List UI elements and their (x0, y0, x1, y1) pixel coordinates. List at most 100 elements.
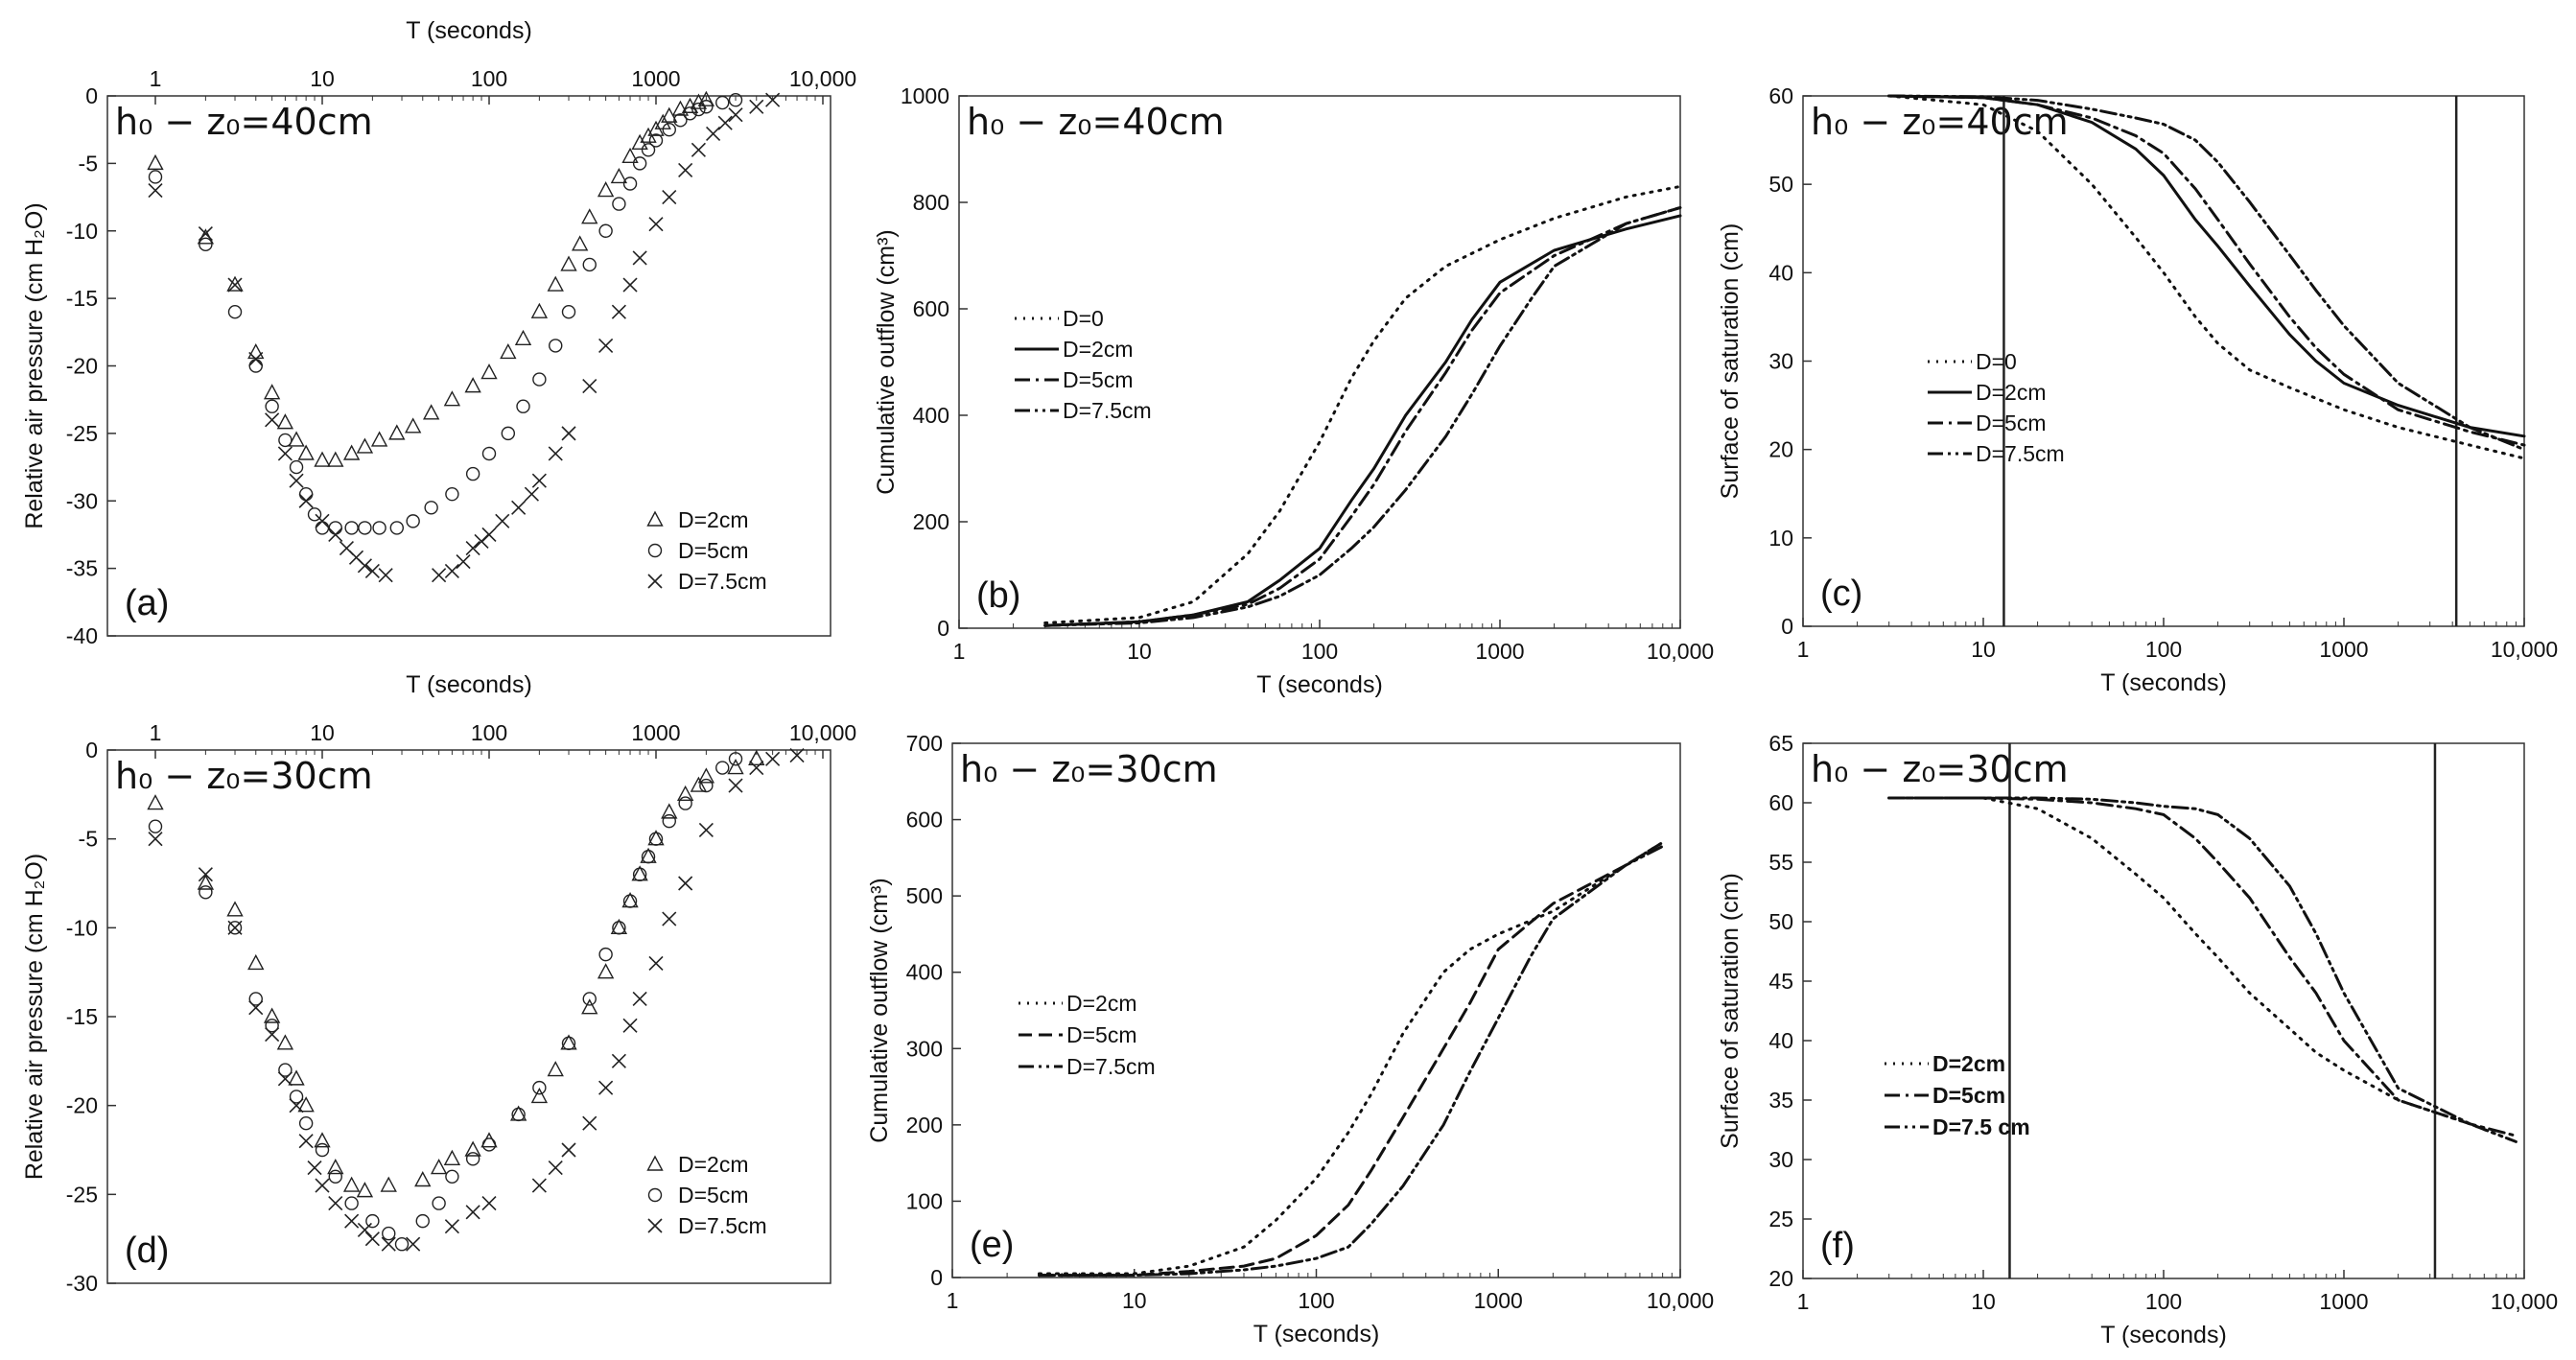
x-tick-label: 100 (1298, 1288, 1334, 1313)
series-line (1043, 206, 1682, 627)
marker-x (357, 558, 372, 574)
marker-circle (699, 778, 714, 793)
marker-x (531, 1178, 547, 1193)
x-axis-label: T (seconds) (406, 671, 532, 698)
y-tick-label: 700 (906, 731, 943, 756)
legend-entry: D=0 (1063, 306, 1104, 331)
x-tick-label: 10 (310, 720, 335, 745)
marker-x (611, 304, 626, 319)
legend-entry: D=7.5cm (678, 1213, 767, 1238)
y-tick-label: 40 (1768, 1028, 1793, 1053)
marker-x (198, 867, 213, 882)
series-line (1038, 840, 1665, 1278)
marker-circle (641, 143, 656, 157)
marker-circle (532, 1080, 547, 1095)
marker-circle (598, 947, 613, 962)
marker-circle (481, 446, 497, 461)
marker-x (277, 1071, 293, 1087)
marker-circle (715, 761, 730, 775)
marker-triangle (646, 510, 664, 527)
marker-x (148, 182, 163, 199)
marker-x (698, 822, 714, 837)
marker-x (406, 1236, 421, 1252)
marker-x (749, 99, 764, 114)
condition-label: h₀ − z₀=40cm (1811, 101, 2069, 143)
series-line (1038, 844, 1665, 1278)
marker-x (307, 1160, 322, 1176)
series-line (1887, 94, 2526, 452)
marker-x (481, 1196, 497, 1211)
marker-triangle (297, 1096, 315, 1113)
x-tick-label: 100 (1301, 639, 1338, 664)
y-tick-label: -10 (66, 915, 98, 940)
marker-x (717, 115, 733, 130)
marker-triangle (697, 90, 715, 106)
legend-entry: D=5cm (1063, 367, 1134, 392)
marker-x (765, 92, 781, 107)
marker-triangle (197, 874, 215, 890)
marker-triangle (380, 1176, 397, 1192)
panel-b: 1 10 100 1000 10,000 T (seconds) 0 200 400 600 800… (873, 83, 1714, 698)
x-tick-label: 1 (1797, 1289, 1810, 1314)
series-line (1887, 94, 2526, 438)
marker-circle (298, 487, 314, 502)
marker-circle (415, 1213, 430, 1229)
marker-circle (465, 466, 480, 481)
marker-circle (445, 1169, 459, 1184)
marker-x (432, 568, 447, 583)
marker-triangle (597, 963, 615, 979)
marker-circle (662, 813, 676, 829)
marker-x (765, 751, 781, 766)
y-tick-label: 50 (1768, 909, 1793, 934)
marker-circle (406, 514, 420, 528)
marker-circle (598, 223, 613, 238)
y-tick-label: 500 (906, 883, 943, 908)
marker-circle (365, 1213, 380, 1229)
y-tick-label: 400 (913, 403, 949, 428)
marker-circle (561, 1036, 576, 1051)
x-tick-label: 10,000 (2491, 637, 2558, 662)
marker-triangle (676, 785, 694, 802)
y-axis-label: Relative air pressure (cm H₂O) (21, 854, 48, 1180)
marker-x (227, 920, 243, 935)
marker-circle (662, 122, 676, 137)
marker-x (647, 574, 663, 589)
marker-x (524, 486, 539, 502)
legend-entry: D=2cm (678, 1152, 749, 1177)
marker-x (582, 1115, 597, 1131)
y-tick-label: 60 (1768, 83, 1793, 108)
x-axis-label: T (seconds) (2100, 669, 2227, 696)
y-tick-label: -40 (66, 623, 98, 648)
marker-circle (678, 796, 692, 810)
marker-x (265, 412, 280, 428)
marker-x (511, 500, 527, 515)
y-tick-label: -35 (66, 556, 98, 581)
marker-x (227, 277, 243, 293)
marker-x (481, 527, 497, 543)
marker-x (248, 1000, 264, 1016)
x-tick-label: 1000 (631, 720, 680, 745)
y-tick-label: 30 (1768, 1147, 1793, 1172)
marker-circle (248, 359, 263, 373)
marker-triangle (327, 1159, 344, 1175)
legend-entry: D=2cm (1066, 991, 1137, 1016)
marker-x (598, 1080, 614, 1095)
marker-triangle (621, 147, 639, 164)
y-tick-label: 200 (906, 1113, 943, 1137)
marker-circle (641, 850, 656, 864)
marker-circle (582, 992, 597, 1006)
marker-circle (148, 170, 163, 184)
marker-x (265, 1026, 280, 1043)
marker-triangle (263, 1007, 281, 1023)
marker-triangle (443, 1149, 461, 1165)
legend-entry: D=5cm (1066, 1022, 1137, 1047)
x-tick-label: 10 (1127, 639, 1152, 664)
marker-x (444, 563, 459, 579)
condition-label: h₀ − z₀=30cm (960, 748, 1218, 790)
x-tick-label: 100 (2145, 1289, 2182, 1314)
legend-entry: D=5cm (1976, 410, 2047, 435)
marker-triangle (661, 803, 678, 819)
x-tick-label: 1 (947, 1288, 959, 1313)
marker-x (706, 126, 721, 141)
